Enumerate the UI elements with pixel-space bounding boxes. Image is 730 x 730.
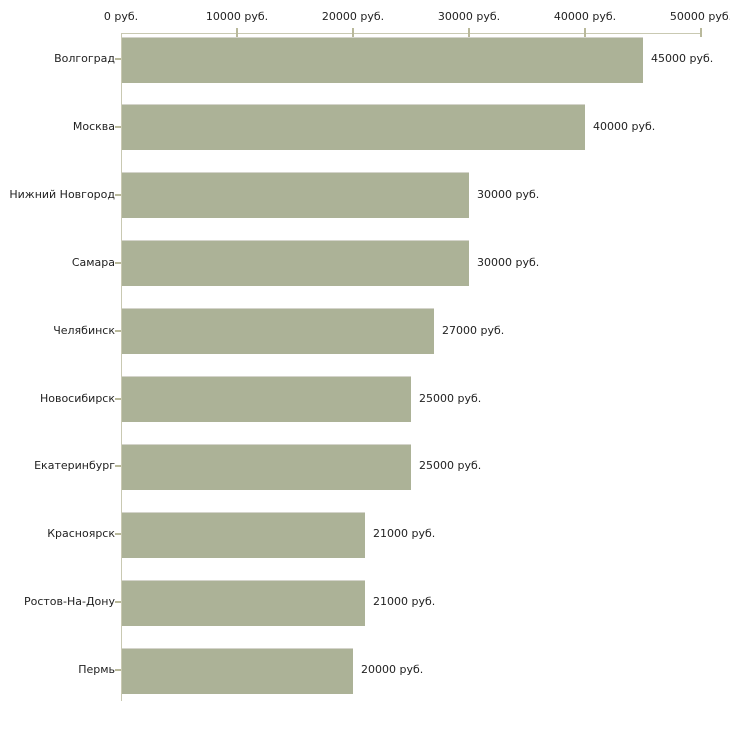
category-label: Челябинск: [53, 324, 115, 337]
value-label: 45000 руб.: [651, 52, 714, 65]
bar: [122, 648, 353, 694]
category-tick-mark: [115, 194, 121, 196]
category-label: Красноярск: [47, 527, 115, 540]
category-tick-mark: [115, 669, 121, 671]
x-axis-tick-label: 50000 руб.: [669, 10, 730, 23]
bar: [122, 444, 411, 490]
x-axis-tick-label: 20000 руб.: [321, 10, 385, 23]
category-tick-mark: [115, 126, 121, 128]
x-axis-tick-label: 40000 руб.: [553, 10, 617, 23]
value-label: 20000 руб.: [361, 663, 424, 676]
value-label: 30000 руб.: [477, 188, 540, 201]
bar: [122, 37, 643, 83]
category-tick-mark: [115, 398, 121, 400]
x-axis-tick-label: 0 руб.: [103, 10, 139, 23]
bar: [122, 104, 585, 150]
value-label: 40000 руб.: [593, 120, 656, 133]
x-axis-tick-mark: [352, 28, 354, 37]
value-label: 27000 руб.: [442, 324, 505, 337]
value-label: 25000 руб.: [419, 459, 482, 472]
category-tick-mark: [115, 58, 121, 60]
x-axis-line: [121, 33, 702, 34]
x-axis-tick-mark: [584, 28, 586, 37]
y-axis-line: [121, 33, 122, 701]
bar: [122, 240, 469, 286]
x-axis-tick-mark: [468, 28, 470, 37]
category-tick-mark: [115, 465, 121, 467]
category-label: Новосибирск: [39, 392, 115, 405]
x-axis-tick-label: 30000 руб.: [437, 10, 501, 23]
x-axis-tick-mark: [236, 28, 238, 37]
bar: [122, 580, 365, 626]
category-tick-mark: [115, 533, 121, 535]
value-label: 21000 руб.: [373, 595, 436, 608]
x-axis-tick-label: 10000 руб.: [205, 10, 269, 23]
category-label: Нижний Новгород: [9, 188, 115, 201]
category-label: Пермь: [78, 663, 115, 676]
category-label: Екатеринбург: [34, 459, 115, 472]
bar: [122, 308, 434, 354]
x-axis-tick-mark: [700, 28, 702, 37]
bar: [122, 172, 469, 218]
category-tick-mark: [115, 262, 121, 264]
value-label: 21000 руб.: [373, 527, 436, 540]
category-tick-mark: [115, 330, 121, 332]
value-label: 30000 руб.: [477, 256, 540, 269]
value-label: 25000 руб.: [419, 392, 482, 405]
category-label: Волгоград: [54, 52, 115, 65]
category-label: Ростов-На-Дону: [23, 595, 115, 608]
category-tick-mark: [115, 601, 121, 603]
bar: [122, 376, 411, 422]
category-label: Москва: [72, 120, 115, 133]
bar: [122, 512, 365, 558]
category-label: Самара: [71, 256, 115, 269]
